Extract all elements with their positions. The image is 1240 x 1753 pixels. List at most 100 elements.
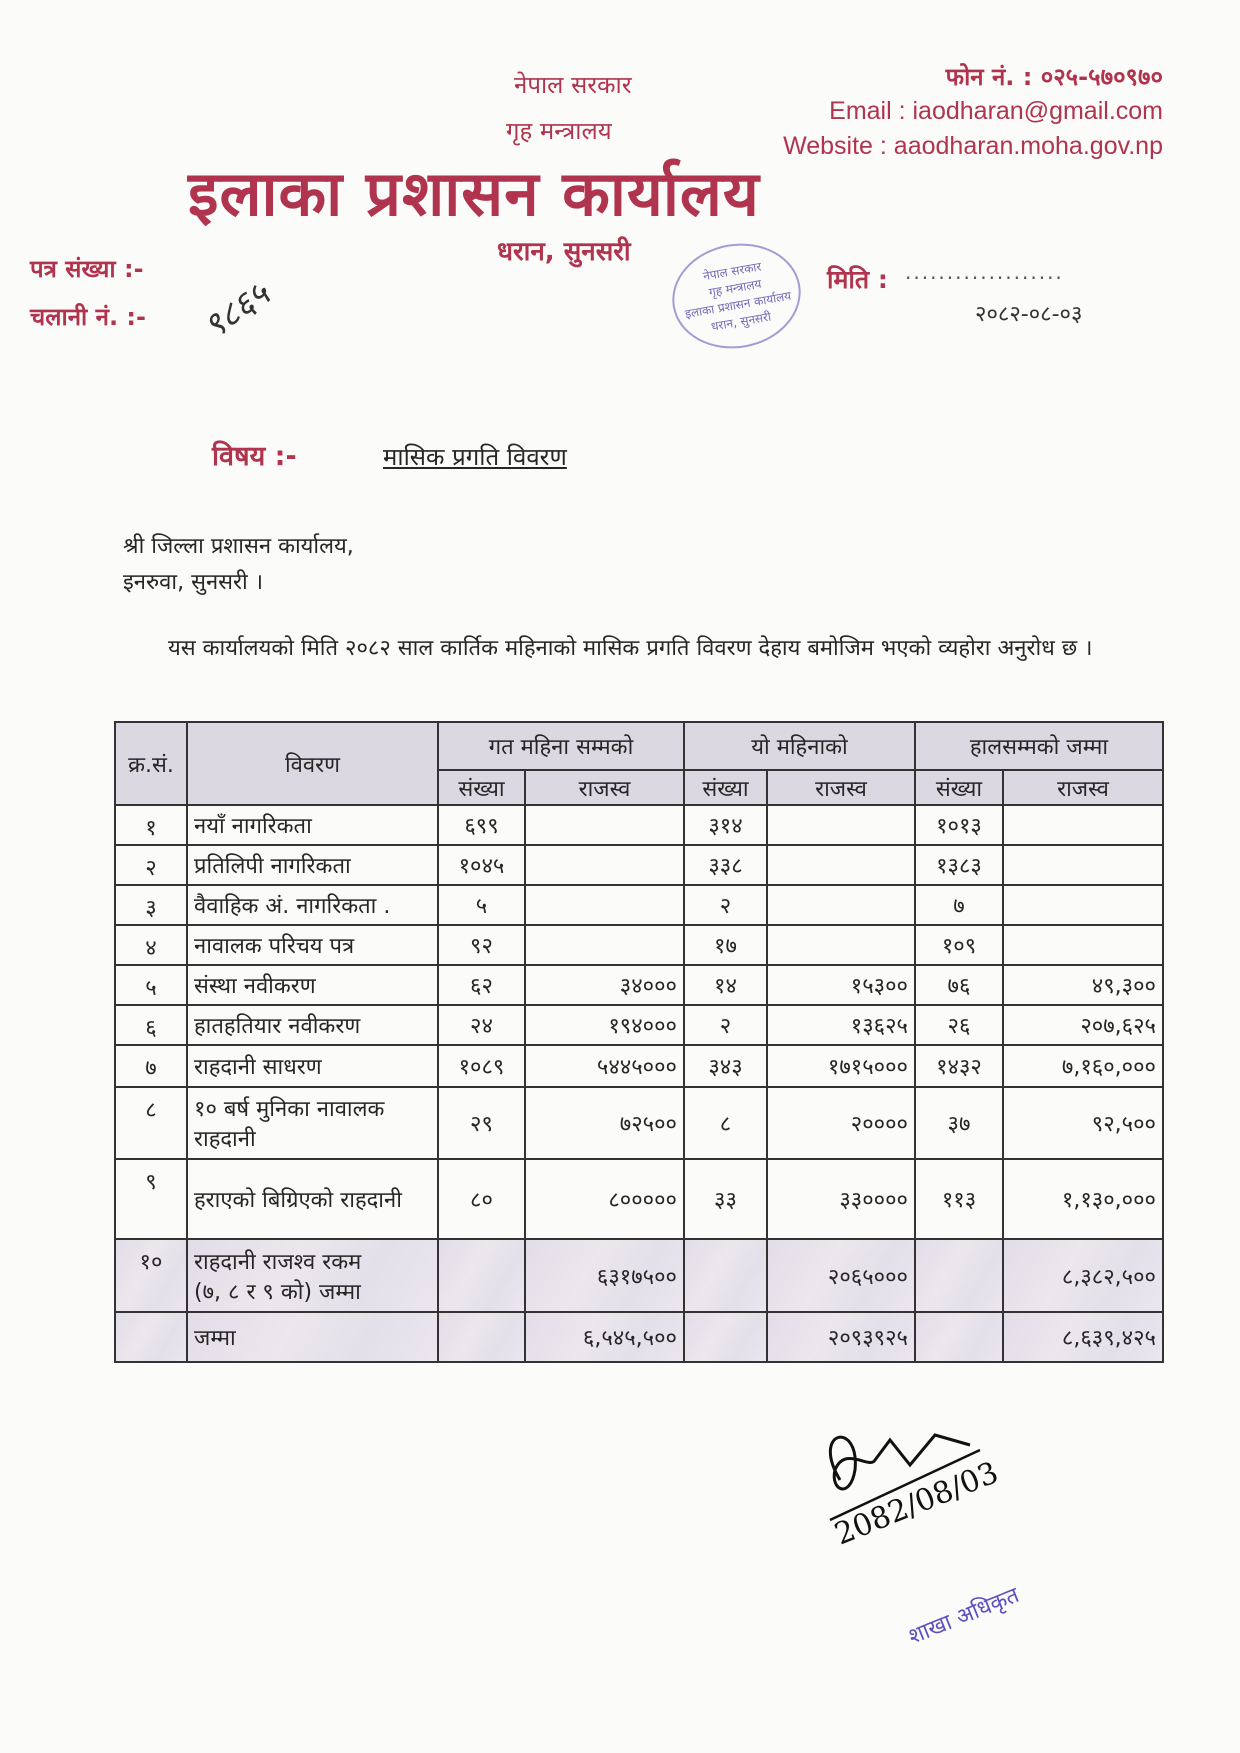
addressee-line-2: इनरुवा, सुनसरी । bbox=[123, 570, 264, 595]
cell-current-revenue: १५३०० bbox=[766, 964, 916, 1006]
description-line: नयाँ नागरिकता bbox=[194, 814, 312, 839]
table-row: ४ नावालक परिचय पत्र ९२ १७ १०९ bbox=[114, 924, 1164, 966]
cell-total-count bbox=[914, 1311, 1004, 1363]
description-line: राहदानी bbox=[194, 1127, 256, 1152]
date-value: २०८२-०८-०३ bbox=[975, 302, 1083, 327]
cell-total-revenue bbox=[1002, 804, 1164, 846]
cell-total-revenue bbox=[1002, 884, 1164, 926]
date-label: मिति : bbox=[827, 265, 888, 294]
table-row: ५ संस्था नवीकरण ६२ ३४००० १४ १५३०० ७६ ४९,३०० bbox=[114, 964, 1164, 1006]
description-line: (७, ८ र ९ को) जम्मा bbox=[194, 1279, 361, 1305]
description-line: राहदानी राजश्व रकम bbox=[194, 1249, 362, 1275]
cell-description: १० बर्ष मुनिका नावालक राहदानी bbox=[186, 1086, 439, 1160]
cell-description: वैवाहिक अं. नागरिकता . bbox=[186, 884, 439, 926]
cell-serial: ३ bbox=[114, 884, 188, 926]
cell-prev-count bbox=[437, 1238, 526, 1313]
cell-prev-count: २९ bbox=[437, 1086, 526, 1160]
cell-prev-revenue: ८००००० bbox=[524, 1158, 685, 1240]
cell-total-count: ७ bbox=[914, 884, 1004, 926]
cell-prev-count: ८० bbox=[437, 1158, 526, 1240]
cell-current-count: १४ bbox=[683, 964, 768, 1006]
cell-serial: १ bbox=[114, 804, 188, 846]
cell-total-revenue: ९२,५०० bbox=[1002, 1086, 1164, 1160]
cell-total-revenue: ८,३८२,५०० bbox=[1002, 1238, 1164, 1313]
cell-serial: ९ bbox=[114, 1158, 188, 1240]
dispatch-number-label: चलानी नं. :- bbox=[30, 303, 146, 331]
cell-description: राहदानी राजश्व रकम (७, ८ र ९ को) जम्मा bbox=[186, 1238, 439, 1313]
cell-current-revenue bbox=[766, 804, 916, 846]
cell-total-count: ३७ bbox=[914, 1086, 1004, 1160]
cell-current-count: २ bbox=[683, 884, 768, 926]
description-line: संस्था नवीकरण bbox=[194, 974, 316, 999]
header-total-to-date: हालसम्मको जम्मा bbox=[914, 721, 1164, 771]
header-this-month: यो महिनाको bbox=[683, 721, 916, 771]
cell-serial: २ bbox=[114, 844, 188, 886]
cell-current-count: १७ bbox=[683, 924, 768, 966]
cell-serial: ६ bbox=[114, 1004, 188, 1046]
cell-prev-revenue bbox=[524, 804, 685, 846]
cell-prev-revenue: ५४४५००० bbox=[524, 1044, 685, 1088]
table-row: १ नयाँ नागरिकता ६९९ ३१४ १०१३ bbox=[114, 804, 1164, 846]
cell-description: संस्था नवीकरण bbox=[186, 964, 439, 1006]
header-previous-month: गत महिना सम्मको bbox=[437, 721, 685, 771]
cell-total-count bbox=[914, 1238, 1004, 1313]
cell-prev-count: ६२ bbox=[437, 964, 526, 1006]
description-line: राहदानी साधरण bbox=[194, 1055, 322, 1080]
signature-image: 2082/08/03 bbox=[828, 1433, 1003, 1552]
table-row: २ प्रतिलिपी नागरिकता १०४५ ३३८ १३८३ bbox=[114, 844, 1164, 886]
dispatch-number-handwritten: ९८६५ bbox=[196, 273, 277, 348]
letter-number-label: पत्र संख्या :- bbox=[30, 255, 144, 283]
cell-serial: ४ bbox=[114, 924, 188, 966]
cell-description: हातहतियार नवीकरण bbox=[186, 1004, 439, 1046]
cell-current-revenue: १३६२५ bbox=[766, 1004, 916, 1046]
cell-serial bbox=[114, 1311, 188, 1363]
cell-current-revenue: ३३०००० bbox=[766, 1158, 916, 1240]
table-row: ८ १० बर्ष मुनिका नावालक राहदानी २९ ७२५०० ८ २००… bbox=[114, 1086, 1164, 1160]
office-title: इलाका प्रशासन कार्यालय bbox=[188, 157, 760, 230]
subject-label: विषय :- bbox=[212, 441, 297, 472]
header-revenue: राजस्व bbox=[1002, 769, 1164, 806]
subject-text: मासिक प्रगति विवरण bbox=[383, 443, 567, 471]
phone-number: फोन नं. : ०२५-५७०९७० bbox=[945, 63, 1163, 91]
description-line: प्रतिलिपी नागरिकता bbox=[194, 854, 351, 879]
description-line: १० बर्ष मुनिका नावालक bbox=[194, 1097, 385, 1122]
header-revenue: राजस्व bbox=[524, 769, 685, 806]
cell-total-revenue: ८,६३९,४२५ bbox=[1002, 1311, 1164, 1363]
cell-prev-revenue bbox=[524, 844, 685, 886]
total-row: जम्मा ६,५४५,५०० २०९३९२५ ८,६३९,४२५ bbox=[114, 1311, 1164, 1363]
cell-current-count: ३३ bbox=[683, 1158, 768, 1240]
cell-current-count bbox=[683, 1238, 768, 1313]
table-row: ७ राहदानी साधरण १०८९ ५४४५००० ३४३ १७१५००० १४३२ ७… bbox=[114, 1044, 1164, 1088]
office-location: धरान, सुनसरी bbox=[497, 237, 631, 267]
cell-prev-count: २४ bbox=[437, 1004, 526, 1046]
table-body: १ नयाँ नागरिकता ६९९ ३१४ १०१३ २ प्रतिलिपी नागरि… bbox=[114, 804, 1164, 1363]
description-line: हातहतियार नवीकरण bbox=[194, 1014, 361, 1039]
cell-prev-count bbox=[437, 1311, 526, 1363]
cell-description: प्रतिलिपी नागरिकता bbox=[186, 844, 439, 886]
cell-description: हराएको बिग्रिएको राहदानी bbox=[186, 1158, 439, 1240]
monthly-progress-table: क्र.सं. विवरण गत महिना सम्मको यो महिनाको… bbox=[114, 721, 1164, 1363]
cell-current-revenue: २०९३९२५ bbox=[766, 1311, 916, 1363]
cell-prev-revenue: १९४००० bbox=[524, 1004, 685, 1046]
header-description: विवरण bbox=[186, 721, 439, 806]
header-revenue: राजस्व bbox=[766, 769, 916, 806]
cell-total-count: २६ bbox=[914, 1004, 1004, 1046]
cell-prev-revenue: ७२५०० bbox=[524, 1086, 685, 1160]
header-count: संख्या bbox=[437, 769, 526, 806]
table-row: ९ हराएको बिग्रिएको राहदानी ८० ८००००० ३३ ३३०००… bbox=[114, 1158, 1164, 1240]
header-count: संख्या bbox=[914, 769, 1004, 806]
header-serial: क्र.सं. bbox=[114, 721, 188, 806]
cell-total-count: १४३२ bbox=[914, 1044, 1004, 1088]
cell-current-count: ३१४ bbox=[683, 804, 768, 846]
cell-total-count: ११३ bbox=[914, 1158, 1004, 1240]
cell-prev-revenue: ६,५४५,५०० bbox=[524, 1311, 685, 1363]
cell-current-count: ३३८ bbox=[683, 844, 768, 886]
cell-current-revenue bbox=[766, 924, 916, 966]
website-address: Website : aaodharan.moha.gov.np bbox=[783, 132, 1163, 160]
cell-current-revenue: २०००० bbox=[766, 1086, 916, 1160]
cell-current-count bbox=[683, 1311, 768, 1363]
cell-serial: ५ bbox=[114, 964, 188, 1006]
cell-current-count: ८ bbox=[683, 1086, 768, 1160]
cell-description: राहदानी साधरण bbox=[186, 1044, 439, 1088]
cell-prev-count: १०८९ bbox=[437, 1044, 526, 1088]
